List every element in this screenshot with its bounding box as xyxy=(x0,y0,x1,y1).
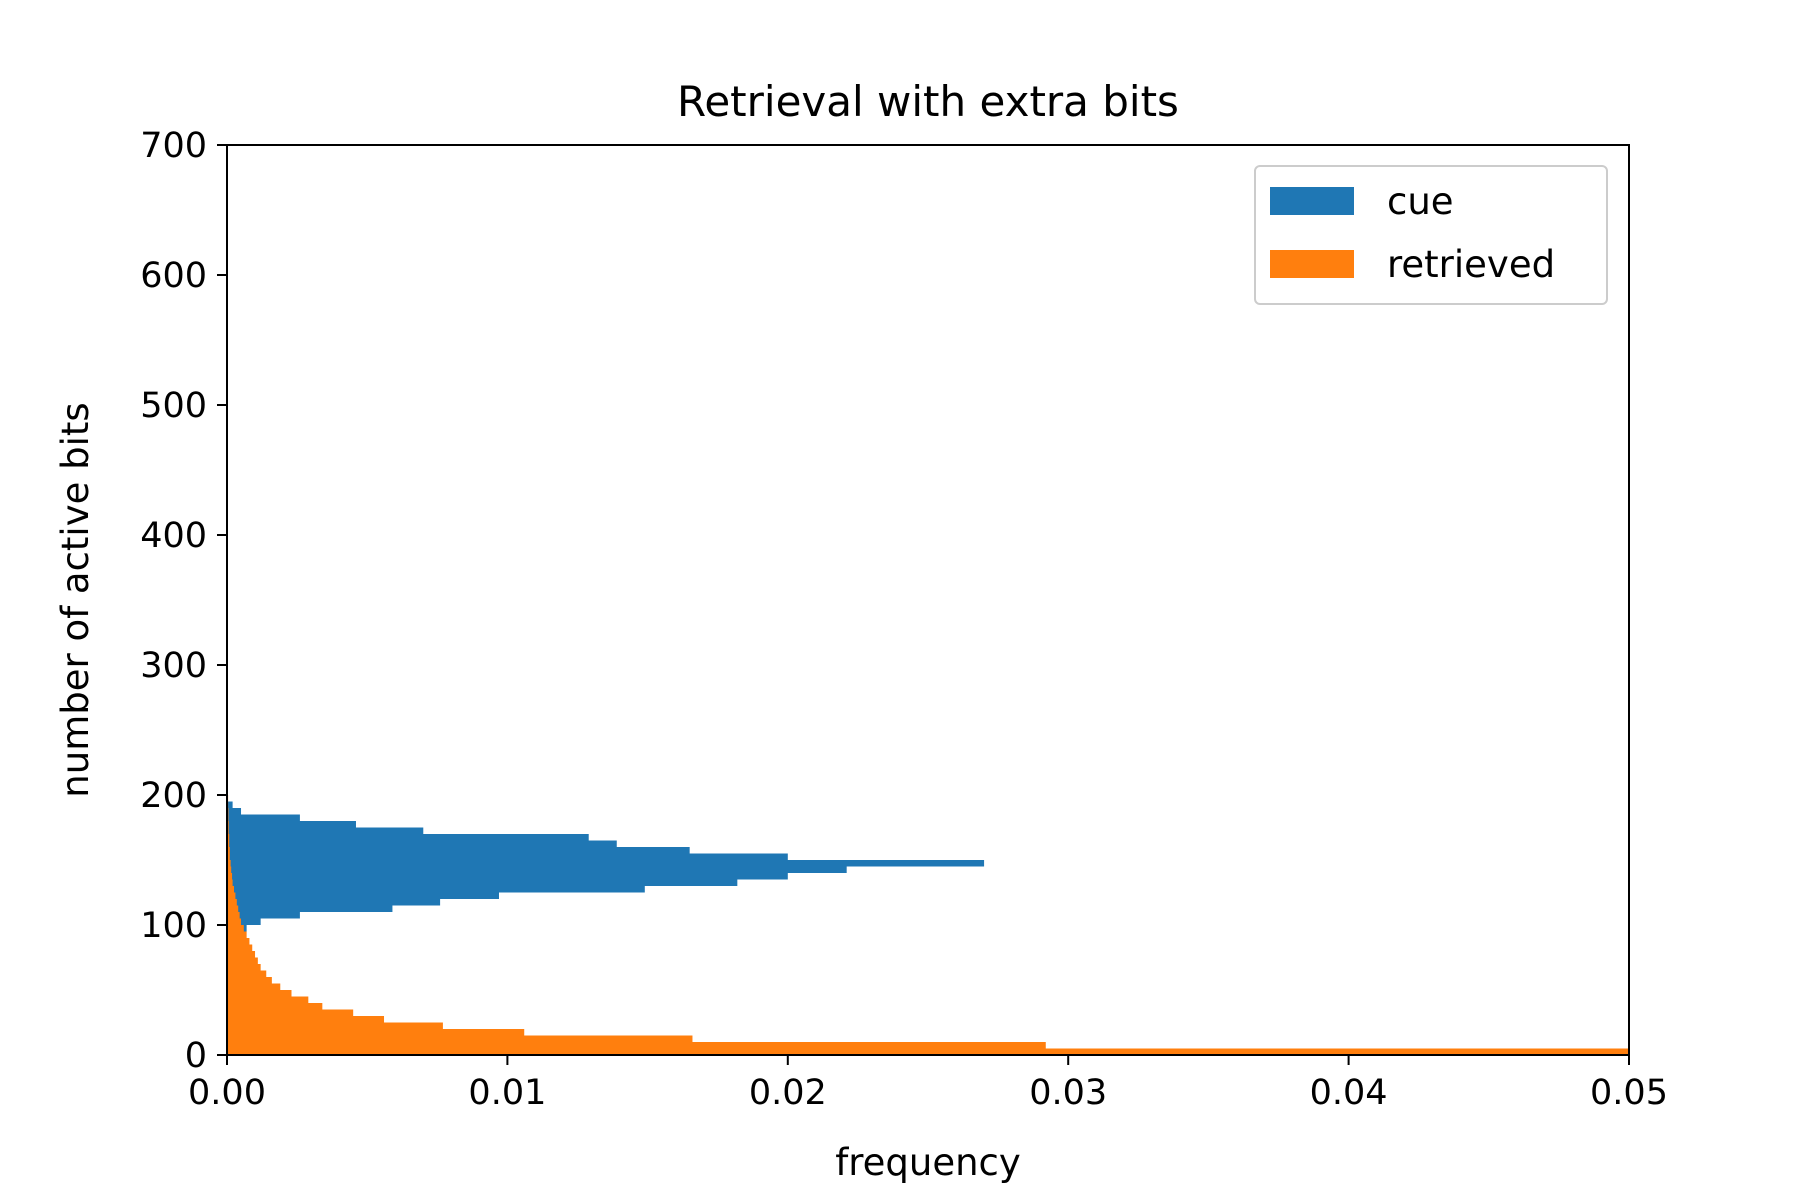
bar-retrieved-22 xyxy=(227,905,239,912)
bar-cue-4 xyxy=(227,899,441,906)
x-tick-label: 0.01 xyxy=(468,1073,546,1113)
bar-retrieved-18 xyxy=(227,931,247,938)
y-tick-label: 100 xyxy=(140,906,207,946)
bar-cue-5 xyxy=(227,892,499,899)
y-tick-label: 300 xyxy=(140,646,207,686)
legend-label-cue: cue xyxy=(1387,180,1454,223)
bar-retrieved-2 xyxy=(227,1035,693,1042)
bar-cue-2 xyxy=(227,912,300,919)
bar-cue-18 xyxy=(227,808,242,815)
x-tick-label: 0.03 xyxy=(1029,1073,1107,1113)
bar-cue-6 xyxy=(227,886,645,893)
bar-retrieved-24 xyxy=(227,892,236,899)
bar-retrieved-28 xyxy=(227,866,232,873)
bar-retrieved-23 xyxy=(227,899,237,906)
y-tick-label: 0 xyxy=(185,1036,207,1076)
x-tick-label: 0.00 xyxy=(188,1073,266,1113)
bar-cue-19 xyxy=(227,801,233,808)
bar-retrieved-10 xyxy=(227,983,281,990)
bar-retrieved-11 xyxy=(227,977,272,984)
bar-cue-11 xyxy=(227,853,788,860)
y-axis-label: number of active bits xyxy=(54,402,97,797)
bar-retrieved-14 xyxy=(227,957,258,964)
bar-retrieved-20 xyxy=(227,918,242,925)
bar-retrieved-30 xyxy=(227,847,230,860)
bar-retrieved-13 xyxy=(227,964,261,971)
bar-retrieved-31 xyxy=(227,834,230,847)
bar-retrieved-15 xyxy=(227,951,256,958)
bar-retrieved-21 xyxy=(227,912,240,919)
legend: cue retrieved xyxy=(1254,165,1608,305)
legend-swatch-retrieved xyxy=(1270,250,1354,278)
bar-retrieved-17 xyxy=(227,938,250,945)
bar-retrieved-25 xyxy=(227,886,235,893)
bar-retrieved-12 xyxy=(227,970,267,977)
bar-retrieved-0 xyxy=(227,1048,1629,1055)
bar-retrieved-7 xyxy=(227,1003,323,1010)
y-tick-label: 700 xyxy=(140,126,207,166)
bar-cue-10 xyxy=(227,860,985,867)
bar-cue-14 xyxy=(227,834,589,841)
y-tick-label: 500 xyxy=(140,386,207,426)
bar-cue-12 xyxy=(227,847,690,854)
bar-retrieved-19 xyxy=(227,925,244,932)
bar-cue-13 xyxy=(227,840,617,847)
x-axis-label: frequency xyxy=(835,1141,1021,1184)
plot-frame xyxy=(226,144,1630,1056)
x-tick-label: 0.04 xyxy=(1310,1073,1388,1113)
legend-label-retrieved: retrieved xyxy=(1387,243,1555,286)
bar-retrieved-3 xyxy=(227,1029,525,1036)
bar-cue-3 xyxy=(227,905,393,912)
bar-cue-15 xyxy=(227,827,424,834)
bar-cue-16 xyxy=(227,821,356,828)
bar-retrieved-27 xyxy=(227,873,233,880)
y-tick-label: 600 xyxy=(140,256,207,296)
bar-cue-9 xyxy=(227,866,847,873)
bar-retrieved-26 xyxy=(227,879,233,886)
bar-retrieved-9 xyxy=(227,990,292,997)
bar-cue-17 xyxy=(227,814,300,821)
bar-retrieved-6 xyxy=(227,1009,354,1016)
bar-retrieved-29 xyxy=(227,860,231,867)
bar-cue-1 xyxy=(227,918,261,925)
bar-retrieved-5 xyxy=(227,1016,385,1023)
y-tick-label: 400 xyxy=(140,516,207,556)
y-tick-label: 200 xyxy=(140,776,207,816)
bar-cue-8 xyxy=(227,873,788,880)
bar-retrieved-16 xyxy=(227,944,253,951)
x-tick-label: 0.05 xyxy=(1590,1073,1668,1113)
bar-retrieved-4 xyxy=(227,1022,443,1029)
bar-cue-7 xyxy=(227,879,738,886)
chart-title: Retrieval with extra bits xyxy=(677,77,1179,126)
x-tick-label: 0.02 xyxy=(749,1073,827,1113)
bar-retrieved-8 xyxy=(227,996,309,1003)
legend-swatch-cue xyxy=(1270,187,1354,215)
bar-retrieved-1 xyxy=(227,1042,1046,1049)
